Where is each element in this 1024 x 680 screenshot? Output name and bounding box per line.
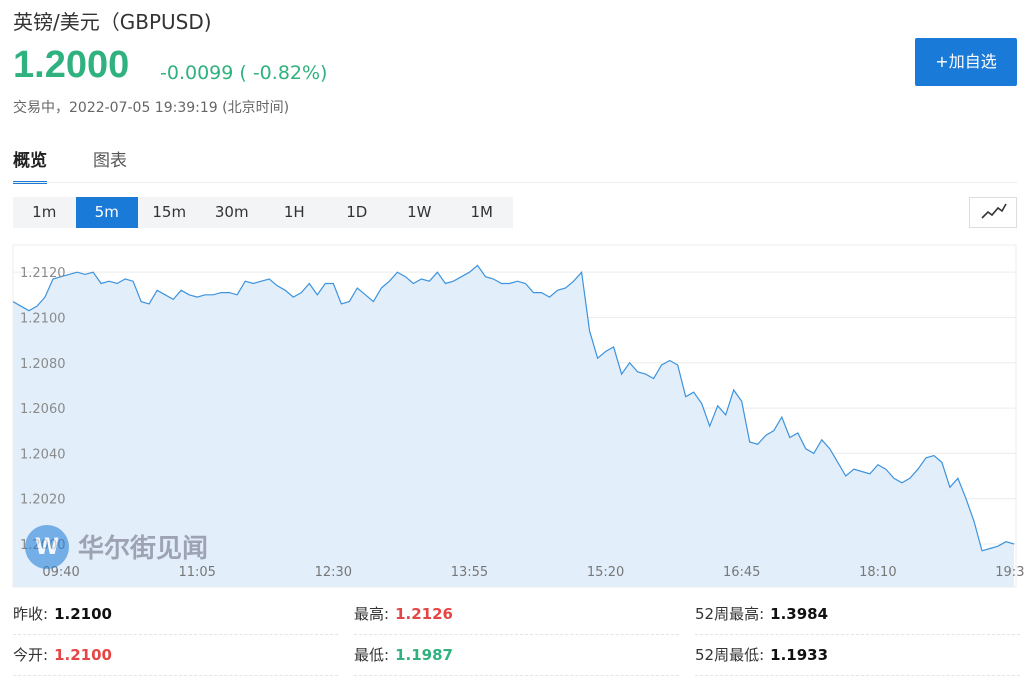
stat-label: 最高: [354, 605, 390, 623]
stat: 最高: 1.2126 [354, 594, 679, 635]
period-button[interactable]: 5m [75, 197, 138, 228]
price-line [12, 264, 1015, 552]
stat-value: 1.1933 [770, 646, 829, 664]
y-tick-label: 1.2100 [20, 311, 66, 326]
x-tick-label: 19:35 [995, 565, 1024, 580]
tab[interactable]: 图表 [93, 151, 127, 171]
add-watchlist-button[interactable]: +加自选 [915, 38, 1017, 86]
stat: 昨收: 1.2100 [13, 594, 338, 635]
x-tick-label: 11:05 [178, 565, 215, 580]
change: -0.0099 ( -0.82%) [160, 62, 328, 84]
watermark: W 华尔街见闻 [25, 525, 208, 569]
stat: 52周最高: 1.3984 [695, 594, 1020, 635]
y-tick-label: 1.2080 [20, 357, 66, 372]
stat: 52周最低: 1.1933 [695, 635, 1020, 676]
period-button[interactable]: 1D [346, 203, 368, 221]
stat-value: 1.2100 [54, 646, 112, 664]
y-tick-label: 1.2020 [20, 493, 66, 508]
stat: 最低: 1.1987 [354, 635, 679, 676]
watermark-logo-letter: W [35, 535, 59, 560]
period-button[interactable]: 1W [407, 203, 432, 221]
period-button[interactable]: 1M [470, 203, 494, 221]
x-tick-label: 15:20 [587, 565, 624, 580]
stat-value: 1.1987 [395, 646, 453, 664]
chart-type-icon [981, 203, 1007, 219]
x-tick-label: 12:30 [315, 565, 352, 580]
period-selector: 1m 5m 15m 30m 1H 1D 1W 1M [13, 197, 513, 228]
price: 1.2000 [13, 44, 130, 86]
tabs: 概览 图表 [13, 146, 127, 184]
status: 交易中，2022-07-05 19:39:19 (北京时间) [13, 100, 290, 116]
divider [13, 182, 1017, 183]
stat-label: 昨收: [13, 605, 49, 623]
x-tick-label: 18:10 [859, 565, 896, 580]
x-tick-label: 16:45 [723, 565, 760, 580]
chart: 1.20001.20201.20401.20601.20801.21001.21… [12, 244, 1024, 588]
area [13, 265, 1014, 587]
watermark-logo [25, 525, 69, 569]
y-tick-label: 1.2060 [20, 402, 66, 417]
stat-label: 52周最高: [695, 605, 765, 623]
y-tick-label: 1.2040 [20, 447, 66, 462]
stat-value: 1.2126 [395, 605, 453, 623]
title: 英镑/美元（GBPUSD) [13, 10, 212, 34]
tab[interactable]: 概览 [13, 146, 47, 184]
y-tick-label: 1.2120 [20, 266, 66, 281]
stat: 今开: 1.2100 [13, 635, 338, 676]
stat-value: 1.2100 [54, 605, 112, 623]
period-button[interactable]: 15m [152, 203, 187, 221]
period-button[interactable]: 1m [32, 203, 57, 221]
stat-value: 1.3984 [770, 605, 829, 623]
chart-type-button[interactable] [969, 197, 1017, 228]
period-button[interactable]: 1H [283, 203, 305, 221]
watermark-text: 华尔街见闻 [78, 533, 208, 564]
stat-label: 今开: [13, 646, 49, 664]
period-button[interactable]: 30m [214, 203, 249, 221]
stat-label: 最低: [354, 646, 390, 664]
x-tick-label: 09:40 [42, 565, 79, 580]
stat-label: 52周最低: [695, 646, 765, 664]
x-tick-label: 13:55 [451, 565, 488, 580]
